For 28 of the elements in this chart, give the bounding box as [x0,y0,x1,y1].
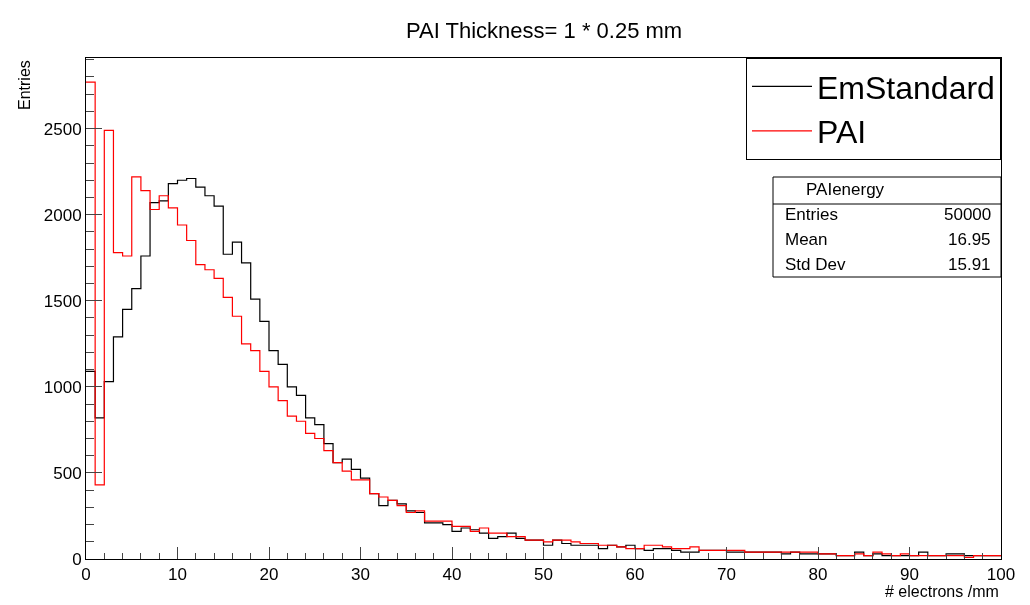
x-tick-label: 70 [717,565,736,585]
x-tick-label: 60 [625,565,645,585]
x-tick-label: 10 [168,565,187,585]
x-tick-label: 20 [259,565,279,585]
x-tick-label: 30 [351,565,370,585]
x-tick-label: 80 [808,565,828,585]
annotation: Std Dev [785,255,846,274]
x-tick-label: 40 [442,565,462,585]
annotation: 16.95 [948,230,991,249]
chart-title: PAI Thickness= 1 * 0.25 mm [406,18,683,43]
y-tick-label: 2000 [43,205,82,225]
legend-label: EmStandard [817,69,995,106]
x-tick-label: 100 [986,565,1016,585]
y-tick-label: 500 [53,463,82,483]
annotation: Entries [785,205,838,224]
x-tick-label: 90 [900,565,919,585]
legend-label: PAI [817,114,867,151]
x-axis-title: # electrons /mm [885,583,999,600]
annotation: Mean [785,230,828,249]
annotation: PAIenergy [806,180,885,199]
y-tick-label: 1000 [43,377,82,397]
y-tick-label: 2500 [43,119,82,139]
y-tick-label: 0 [72,549,82,569]
x-tick-label: 50 [534,565,553,585]
annotation: 50000 [944,205,992,224]
y-tick-label: 1500 [43,291,82,311]
y-axis-title: Entries [16,60,33,110]
annotation: 15.91 [948,255,991,274]
